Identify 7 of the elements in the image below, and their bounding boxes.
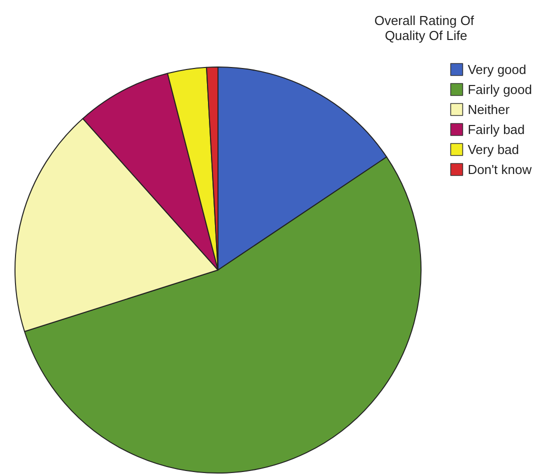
- legend-title: Overall Rating Of Quality Of Life: [374, 13, 478, 43]
- legend-label: Fairly bad: [468, 122, 525, 137]
- legend-label: Very good: [468, 62, 526, 77]
- legend-label: Don't know: [468, 162, 532, 177]
- legend-label: Very bad: [468, 142, 520, 157]
- legend-label: Neither: [468, 102, 510, 117]
- legend-label: Fairly good: [468, 82, 532, 97]
